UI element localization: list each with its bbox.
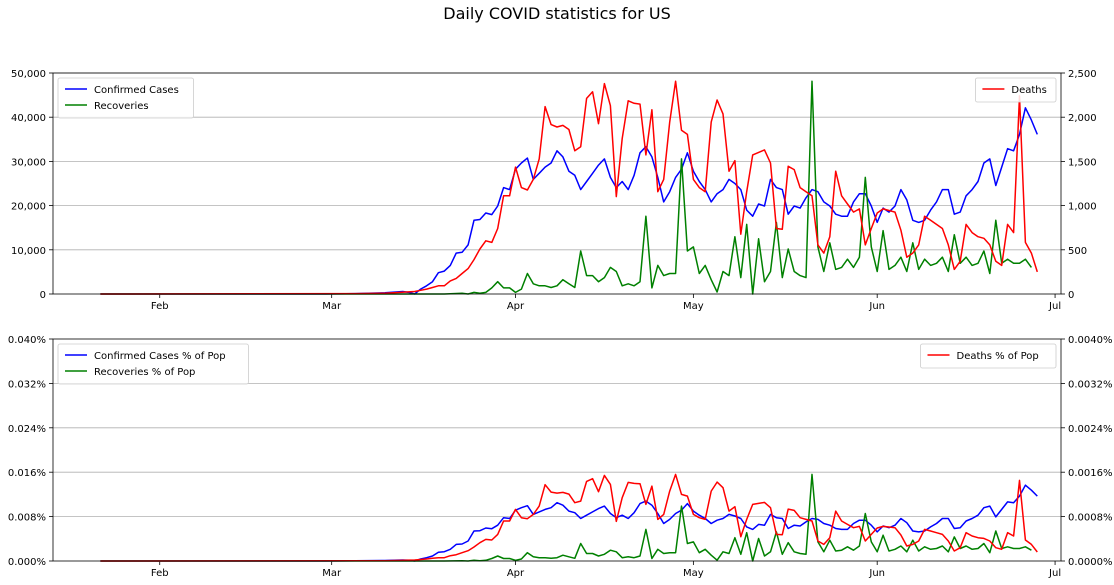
series-line-confirmed-cases-of-pop bbox=[100, 484, 1038, 562]
y-left-tick-label: 40,000 bbox=[11, 113, 46, 124]
figure-title: Daily COVID statistics for US bbox=[443, 4, 671, 23]
y-left-tick-label: 0.016% bbox=[8, 468, 46, 479]
y-right-tick-label: 1,000 bbox=[1068, 202, 1097, 213]
x-tick-label: Mar bbox=[322, 568, 342, 579]
y-right-tick-label: 1,500 bbox=[1068, 157, 1097, 168]
y-right-tick-label: 0.0040% bbox=[1068, 335, 1113, 346]
legend-left: Confirmed Cases % of Pop Recoveries % of … bbox=[57, 343, 249, 385]
y-right-tick-label: 0.0016% bbox=[1068, 468, 1113, 479]
y-left-tick-label: 20,000 bbox=[11, 202, 46, 213]
plot-frame bbox=[52, 338, 1062, 562]
chart-panel-2: 0.000% 0.008% 0.016% 0.024% 0.032% 0.040% 0.00… bbox=[8, 335, 1113, 579]
y-right-tick-label: 0.0000% bbox=[1068, 557, 1113, 568]
y-right-tick-label: 0.0032% bbox=[1068, 379, 1113, 390]
series-line-deaths bbox=[100, 80, 1039, 295]
x-tick-label: Apr bbox=[507, 301, 525, 312]
legend-left: Confirmed Cases Recoveries bbox=[57, 77, 194, 119]
legend-label: Confirmed Cases % of Pop bbox=[94, 351, 226, 362]
x-tick-label: Jul bbox=[1048, 301, 1061, 312]
y-right-tick-label: 500 bbox=[1068, 246, 1087, 257]
legend-box bbox=[57, 77, 194, 119]
legend-box bbox=[57, 343, 249, 385]
x-tick-label: May bbox=[683, 568, 704, 579]
series-line-deaths-of-pop bbox=[100, 473, 1038, 562]
x-tick-label: Apr bbox=[507, 568, 525, 579]
y-right-tick-label: 0.0024% bbox=[1068, 424, 1113, 435]
y-right-tick-label: 2,000 bbox=[1068, 113, 1097, 124]
x-tick-label: Feb bbox=[151, 301, 169, 312]
plot-frame bbox=[52, 72, 1062, 295]
series-line-confirmed-cases bbox=[100, 107, 1038, 295]
y-left-tick-label: 0.008% bbox=[8, 513, 46, 524]
x-tick-label: Feb bbox=[151, 568, 169, 579]
y-left-tick-label: 10,000 bbox=[11, 246, 46, 257]
legend-box bbox=[975, 77, 1057, 103]
x-tick-label: May bbox=[683, 301, 704, 312]
y-right-tick-label: 0 bbox=[1068, 290, 1074, 301]
legend-box bbox=[920, 343, 1057, 369]
x-tick-label: Jun bbox=[868, 568, 885, 579]
legend-label: Confirmed Cases bbox=[94, 85, 179, 96]
series-line-recoveries bbox=[100, 80, 1033, 295]
legend-label: Deaths bbox=[1011, 85, 1046, 96]
y-left-tick-label: 30,000 bbox=[11, 157, 46, 168]
y-left-tick-label: 0.032% bbox=[8, 379, 46, 390]
chart-panel-1: 0 10,000 20,000 30,000 40,000 50,000 0 500 1,000… bbox=[11, 69, 1097, 312]
y-left-tick-label: 0 bbox=[40, 290, 46, 301]
x-tick-label: Jun bbox=[868, 301, 885, 312]
y-left-tick-label: 0.024% bbox=[8, 424, 46, 435]
y-left-tick-label: 0.000% bbox=[8, 557, 46, 568]
legend-label: Deaths % of Pop bbox=[957, 351, 1039, 362]
x-tick-label: Mar bbox=[322, 301, 342, 312]
y-left-tick-label: 50,000 bbox=[11, 69, 46, 80]
legend-label: Recoveries bbox=[94, 101, 149, 112]
series-line-recoveries-of-pop bbox=[100, 473, 1032, 562]
legend-right: Deaths bbox=[975, 77, 1057, 103]
y-right-tick-label: 0.0008% bbox=[1068, 513, 1113, 524]
y-left-tick-label: 0.040% bbox=[8, 335, 46, 346]
legend-right: Deaths % of Pop bbox=[920, 343, 1057, 369]
y-right-tick-label: 2,500 bbox=[1068, 69, 1097, 80]
x-tick-label: Jul bbox=[1048, 568, 1061, 579]
legend-label: Recoveries % of Pop bbox=[94, 367, 195, 378]
